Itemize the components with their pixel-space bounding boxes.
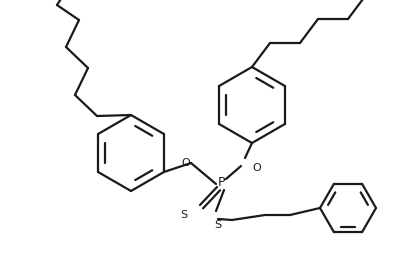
Text: S: S [214, 220, 221, 230]
Text: P: P [218, 176, 225, 188]
Text: S: S [180, 210, 187, 220]
Text: O: O [252, 163, 261, 173]
Text: O: O [181, 158, 190, 168]
